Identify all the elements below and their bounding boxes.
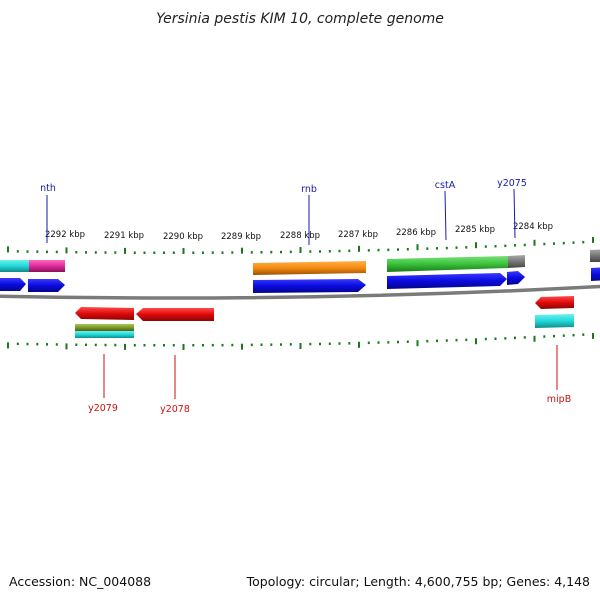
gene-arrow-forward[interactable] bbox=[0, 278, 26, 291]
gene-labels: nth rnb cstA y2075 y2079 y2078 mipB bbox=[40, 178, 571, 415]
gene-arrow-nth[interactable] bbox=[28, 279, 65, 292]
scale-label: 2288 kbp bbox=[280, 231, 320, 241]
scale-label: 2286 kbp bbox=[396, 228, 436, 238]
gene-arrow-mipB[interactable] bbox=[535, 296, 574, 309]
feature-magenta[interactable] bbox=[29, 260, 65, 272]
scale-label: 2292 kbp bbox=[45, 230, 85, 240]
gene-label-y2079[interactable]: y2079 bbox=[88, 403, 118, 414]
scale-label: 2284 kbp bbox=[513, 222, 553, 232]
gene-arrow-y2079[interactable] bbox=[75, 307, 134, 320]
scale-label: 2289 kbp bbox=[221, 232, 261, 242]
feature-gray[interactable] bbox=[508, 255, 525, 268]
gene-label-y2075[interactable]: y2075 bbox=[497, 178, 527, 189]
gene-label-cstA[interactable]: cstA bbox=[435, 180, 456, 191]
genome-summary-text: Topology: circular; Length: 4,600,755 bp… bbox=[246, 574, 590, 589]
gene-arrow-y2075[interactable] bbox=[507, 271, 525, 285]
gene-arrow-cstA[interactable] bbox=[387, 273, 507, 289]
scale-label: 2287 kbp bbox=[338, 230, 378, 240]
feature-cyan[interactable] bbox=[535, 314, 574, 328]
leader-cstA bbox=[444, 190, 447, 241]
label-leaders bbox=[46, 188, 558, 399]
feature-green[interactable] bbox=[387, 256, 508, 272]
feature-gray-edge[interactable] bbox=[590, 249, 600, 262]
accession-text: Accession: NC_004088 bbox=[9, 574, 151, 589]
genome-backbone bbox=[0, 284, 600, 300]
forward-features bbox=[0, 249, 600, 293]
gene-arrow-edge[interactable] bbox=[591, 267, 600, 281]
gene-label-y2078[interactable]: y2078 bbox=[160, 404, 190, 415]
feature-olive[interactable] bbox=[75, 324, 134, 331]
gene-arrow-y2078[interactable] bbox=[136, 308, 214, 321]
leader-y2075 bbox=[513, 188, 516, 239]
gene-arrow-rnb[interactable] bbox=[253, 279, 366, 293]
gene-label-rnb[interactable]: rnb bbox=[301, 184, 317, 195]
scale-ticks-forward bbox=[7, 236, 594, 254]
scale-ticks-reverse bbox=[7, 332, 594, 350]
scale-label: 2291 kbp bbox=[104, 231, 144, 241]
feature-orange[interactable] bbox=[253, 261, 366, 275]
feature-cyan[interactable] bbox=[75, 331, 134, 338]
gene-label-mipB[interactable]: mipB bbox=[547, 394, 571, 405]
scale-label: 2285 kbp bbox=[455, 225, 495, 235]
gene-label-nth[interactable]: nth bbox=[40, 183, 56, 194]
feature-cyan[interactable] bbox=[0, 260, 29, 272]
reverse-features bbox=[75, 296, 574, 338]
scale-label: 2290 kbp bbox=[163, 232, 203, 242]
map-title: Yersinia pestis KIM 10, complete genome bbox=[156, 11, 444, 27]
scale-labels: 2292 kbp 2291 kbp 2290 kbp 2289 kbp 2288… bbox=[45, 222, 553, 242]
